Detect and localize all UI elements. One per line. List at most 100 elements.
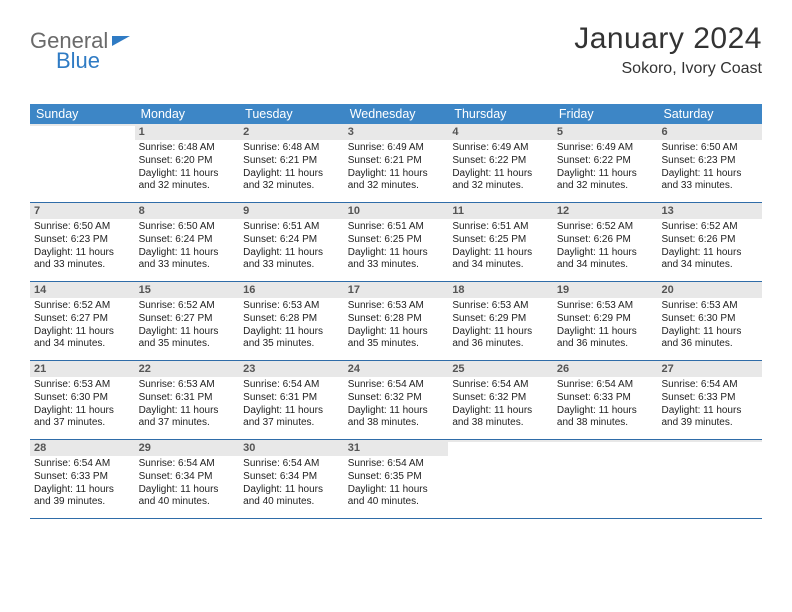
day-cell: 14Sunrise: 6:52 AMSunset: 6:27 PMDayligh… [30,282,135,360]
day-cell: 31Sunrise: 6:54 AMSunset: 6:35 PMDayligh… [344,440,449,518]
day-cell: 3Sunrise: 6:49 AMSunset: 6:21 PMDaylight… [344,124,449,202]
day-number: 2 [239,124,344,140]
day-number: 11 [448,203,553,219]
day-info-line: Sunrise: 6:54 AM [243,379,340,392]
weekday-header: Wednesday [344,104,449,124]
day-number: 4 [448,124,553,140]
day-info-line: Daylight: 11 hours and 33 minutes. [34,247,131,273]
day-cell: 12Sunrise: 6:52 AMSunset: 6:26 PMDayligh… [553,203,658,281]
day-cell [553,440,658,518]
day-number [553,440,658,442]
week-row: 7Sunrise: 6:50 AMSunset: 6:23 PMDaylight… [30,203,762,282]
day-info-line: Sunrise: 6:53 AM [557,300,654,313]
day-number: 31 [344,440,449,456]
day-info-line: Sunrise: 6:53 AM [139,379,236,392]
day-info-line: Daylight: 11 hours and 32 minutes. [557,168,654,194]
day-number: 30 [239,440,344,456]
day-number: 9 [239,203,344,219]
day-info-line: Sunset: 6:27 PM [139,313,236,326]
week-row: 14Sunrise: 6:52 AMSunset: 6:27 PMDayligh… [30,282,762,361]
logo-text-blue: Blue [56,48,100,74]
day-cell: 25Sunrise: 6:54 AMSunset: 6:32 PMDayligh… [448,361,553,439]
day-info-line: Sunset: 6:32 PM [452,392,549,405]
day-cell: 16Sunrise: 6:53 AMSunset: 6:28 PMDayligh… [239,282,344,360]
day-cell: 17Sunrise: 6:53 AMSunset: 6:28 PMDayligh… [344,282,449,360]
day-info-line: Sunset: 6:29 PM [452,313,549,326]
logo-triangle-icon [112,36,130,46]
weekday-header-row: SundayMondayTuesdayWednesdayThursdayFrid… [30,104,762,124]
day-info-line: Sunset: 6:31 PM [243,392,340,405]
day-info-line: Daylight: 11 hours and 38 minutes. [348,405,445,431]
weekday-header: Tuesday [239,104,344,124]
day-number: 24 [344,361,449,377]
day-cell: 22Sunrise: 6:53 AMSunset: 6:31 PMDayligh… [135,361,240,439]
day-cell: 13Sunrise: 6:52 AMSunset: 6:26 PMDayligh… [657,203,762,281]
day-info-line: Sunset: 6:25 PM [452,234,549,247]
day-cell: 27Sunrise: 6:54 AMSunset: 6:33 PMDayligh… [657,361,762,439]
day-cell: 21Sunrise: 6:53 AMSunset: 6:30 PMDayligh… [30,361,135,439]
day-info-line: Sunrise: 6:49 AM [557,142,654,155]
day-info-line: Sunset: 6:32 PM [348,392,445,405]
day-info-line: Sunrise: 6:53 AM [34,379,131,392]
day-info-line: Sunset: 6:21 PM [348,155,445,168]
day-info-line: Sunset: 6:31 PM [139,392,236,405]
day-info-line: Sunrise: 6:54 AM [661,379,758,392]
day-number [657,440,762,442]
day-number: 6 [657,124,762,140]
day-info-line: Daylight: 11 hours and 35 minutes. [139,326,236,352]
day-info-line: Daylight: 11 hours and 40 minutes. [139,484,236,510]
day-info-line: Sunrise: 6:53 AM [348,300,445,313]
day-number: 27 [657,361,762,377]
day-info-line: Sunrise: 6:52 AM [139,300,236,313]
day-cell: 23Sunrise: 6:54 AMSunset: 6:31 PMDayligh… [239,361,344,439]
location-label: Sokoro, Ivory Coast [574,60,762,78]
day-info-line: Sunset: 6:21 PM [243,155,340,168]
day-cell: 2Sunrise: 6:48 AMSunset: 6:21 PMDaylight… [239,124,344,202]
day-info-line: Sunrise: 6:53 AM [452,300,549,313]
weekday-header: Friday [553,104,658,124]
day-info-line: Sunset: 6:26 PM [661,234,758,247]
day-info-line: Sunrise: 6:52 AM [34,300,131,313]
weekday-header: Saturday [657,104,762,124]
day-cell: 4Sunrise: 6:49 AMSunset: 6:22 PMDaylight… [448,124,553,202]
day-number: 14 [30,282,135,298]
day-cell: 30Sunrise: 6:54 AMSunset: 6:34 PMDayligh… [239,440,344,518]
day-number: 19 [553,282,658,298]
day-cell: 29Sunrise: 6:54 AMSunset: 6:34 PMDayligh… [135,440,240,518]
day-info-line: Sunset: 6:23 PM [34,234,131,247]
day-cell: 1Sunrise: 6:48 AMSunset: 6:20 PMDaylight… [135,124,240,202]
day-info-line: Sunset: 6:34 PM [139,471,236,484]
day-info-line: Sunset: 6:30 PM [661,313,758,326]
weekday-header: Thursday [448,104,553,124]
day-cell: 9Sunrise: 6:51 AMSunset: 6:24 PMDaylight… [239,203,344,281]
day-cell: 5Sunrise: 6:49 AMSunset: 6:22 PMDaylight… [553,124,658,202]
day-info-line: Daylight: 11 hours and 35 minutes. [348,326,445,352]
day-cell: 20Sunrise: 6:53 AMSunset: 6:30 PMDayligh… [657,282,762,360]
day-info-line: Daylight: 11 hours and 39 minutes. [661,405,758,431]
day-cell: 18Sunrise: 6:53 AMSunset: 6:29 PMDayligh… [448,282,553,360]
day-info-line: Sunrise: 6:54 AM [452,379,549,392]
day-info-line: Sunrise: 6:48 AM [243,142,340,155]
day-info-line: Sunset: 6:28 PM [348,313,445,326]
day-info-line: Sunset: 6:33 PM [557,392,654,405]
day-info-line: Daylight: 11 hours and 34 minutes. [557,247,654,273]
day-info-line: Daylight: 11 hours and 38 minutes. [557,405,654,431]
day-info-line: Daylight: 11 hours and 35 minutes. [243,326,340,352]
day-number: 16 [239,282,344,298]
day-info-line: Daylight: 11 hours and 37 minutes. [34,405,131,431]
day-number: 25 [448,361,553,377]
day-info-line: Sunset: 6:28 PM [243,313,340,326]
day-info-line: Daylight: 11 hours and 33 minutes. [661,168,758,194]
week-row: 21Sunrise: 6:53 AMSunset: 6:30 PMDayligh… [30,361,762,440]
day-number [30,124,135,126]
day-info-line: Daylight: 11 hours and 32 minutes. [139,168,236,194]
day-number: 26 [553,361,658,377]
day-info-line: Daylight: 11 hours and 36 minutes. [557,326,654,352]
day-info-line: Daylight: 11 hours and 34 minutes. [452,247,549,273]
day-info-line: Sunrise: 6:48 AM [139,142,236,155]
day-cell [448,440,553,518]
day-info-line: Daylight: 11 hours and 36 minutes. [452,326,549,352]
day-info-line: Sunset: 6:22 PM [452,155,549,168]
title-block: January 2024 Sokoro, Ivory Coast [574,22,762,78]
day-cell: 10Sunrise: 6:51 AMSunset: 6:25 PMDayligh… [344,203,449,281]
